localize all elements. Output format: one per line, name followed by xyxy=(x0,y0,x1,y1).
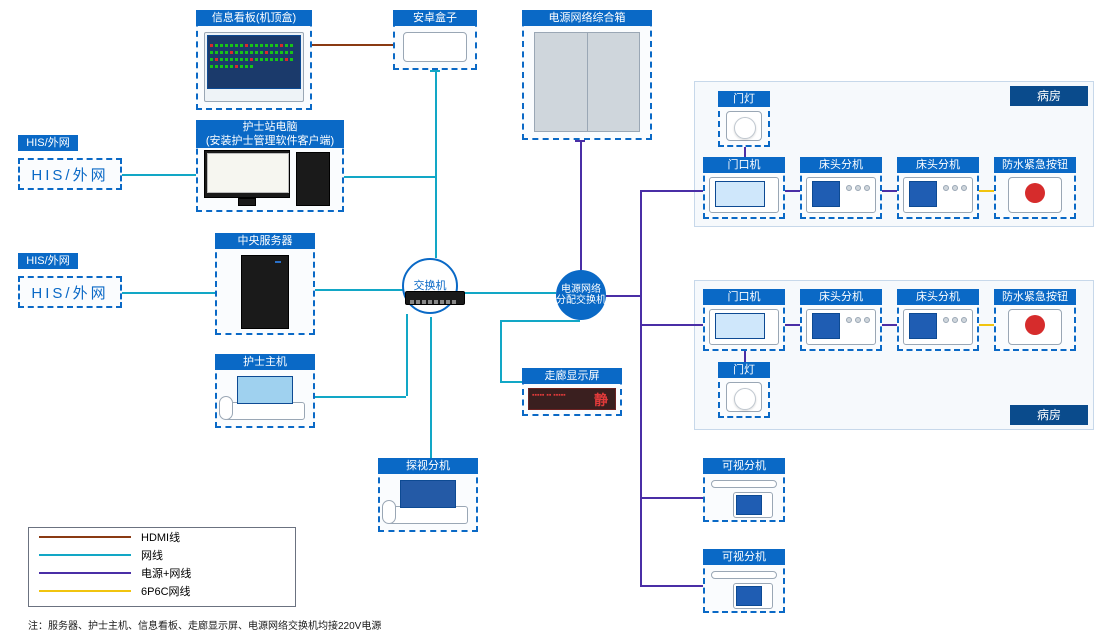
legend-label: 网线 xyxy=(141,547,295,563)
sos-button-label: 防水紧急按钮 xyxy=(994,157,1076,173)
connector xyxy=(575,140,585,142)
connector xyxy=(640,190,703,192)
connector xyxy=(881,324,897,326)
legend-row: HDMI线 xyxy=(29,528,295,546)
connector xyxy=(122,174,196,176)
legend: HDMI线网线电源+网线 6P6C网线 xyxy=(28,527,296,607)
connector xyxy=(500,320,580,322)
connector xyxy=(979,190,994,192)
door-lamp-label: 门灯 xyxy=(718,91,770,107)
corridor-display-label: 走廊显示屏 xyxy=(522,368,622,384)
power-network-cabinet-label: 电源网络综合箱 xyxy=(522,10,652,26)
connector xyxy=(881,190,897,192)
visit-extension-label: 探视分机 xyxy=(378,458,478,474)
android-box-label: 安卓盒子 xyxy=(393,10,477,26)
connector xyxy=(344,176,435,178)
ward-room-label: 病房 xyxy=(1010,405,1088,425)
bed-extension-label: 床头分机 xyxy=(800,157,882,173)
connector xyxy=(435,70,437,258)
legend-label: 电源+网线 xyxy=(141,565,295,581)
legend-row: 电源+网线 xyxy=(29,564,295,582)
connector xyxy=(785,324,800,326)
connector xyxy=(785,190,800,192)
legend-swatch xyxy=(39,554,131,556)
ward-room-label: 病房 xyxy=(1010,86,1088,106)
his-label: HIS/外网 xyxy=(18,135,78,151)
connector xyxy=(406,314,408,396)
legend-row: 网线 xyxy=(29,546,295,564)
connector xyxy=(315,396,406,398)
door-lamp-label: 门灯 xyxy=(718,362,770,378)
legend-label: HDMI线 xyxy=(141,529,295,545)
info-board-label: 信息看板(机顶盒) xyxy=(196,10,312,26)
connector xyxy=(640,324,703,326)
central-server-label: 中央服务器 xyxy=(215,233,315,249)
legend-label: 6P6C网线 xyxy=(141,583,295,599)
connector xyxy=(500,320,502,381)
connector xyxy=(430,70,440,72)
door-unit-label: 门口机 xyxy=(703,157,785,173)
bed-extension-label: 床头分机 xyxy=(897,289,979,305)
his-label: HIS/外网 xyxy=(18,253,78,269)
connector xyxy=(979,324,994,326)
dist-switch-node: 电源网络分配交换机 xyxy=(556,270,606,320)
legend-swatch xyxy=(39,572,131,574)
legend-row: 6P6C网线 xyxy=(29,582,295,600)
his-extnet-box: HIS/外网 xyxy=(18,276,122,308)
connector xyxy=(640,497,703,499)
visual-extension-label: 可视分机 xyxy=(703,458,785,474)
footnote: 注：服务器、护士主机、信息看板、走廊显示屏、电源网络交换机均接220V电源 xyxy=(28,617,728,631)
connector xyxy=(315,289,407,291)
sos-button-label: 防水紧急按钮 xyxy=(994,289,1076,305)
connector xyxy=(640,190,642,585)
his-extnet-box: HIS/外网 xyxy=(18,158,122,190)
bed-extension-label: 床头分机 xyxy=(800,289,882,305)
connector xyxy=(640,585,703,587)
legend-swatch xyxy=(39,590,131,592)
legend-swatch xyxy=(39,536,131,538)
door-unit-label: 门口机 xyxy=(703,289,785,305)
connector xyxy=(606,295,640,297)
connector xyxy=(122,292,215,294)
connector xyxy=(500,381,522,383)
nurse-station-pc-label: 护士站电脑(安装护士管理软件客户端) xyxy=(196,120,344,148)
bed-extension-label: 床头分机 xyxy=(897,157,979,173)
diagram-canvas: 病房病房信息看板(机顶盒)安卓盒子护士站电脑(安装护士管理软件客户端)HIS/外… xyxy=(0,0,1108,642)
connector xyxy=(580,140,582,271)
connector xyxy=(312,44,393,46)
connector xyxy=(453,292,556,294)
visual-extension-label: 可视分机 xyxy=(703,549,785,565)
nurse-host-label: 护士主机 xyxy=(215,354,315,370)
